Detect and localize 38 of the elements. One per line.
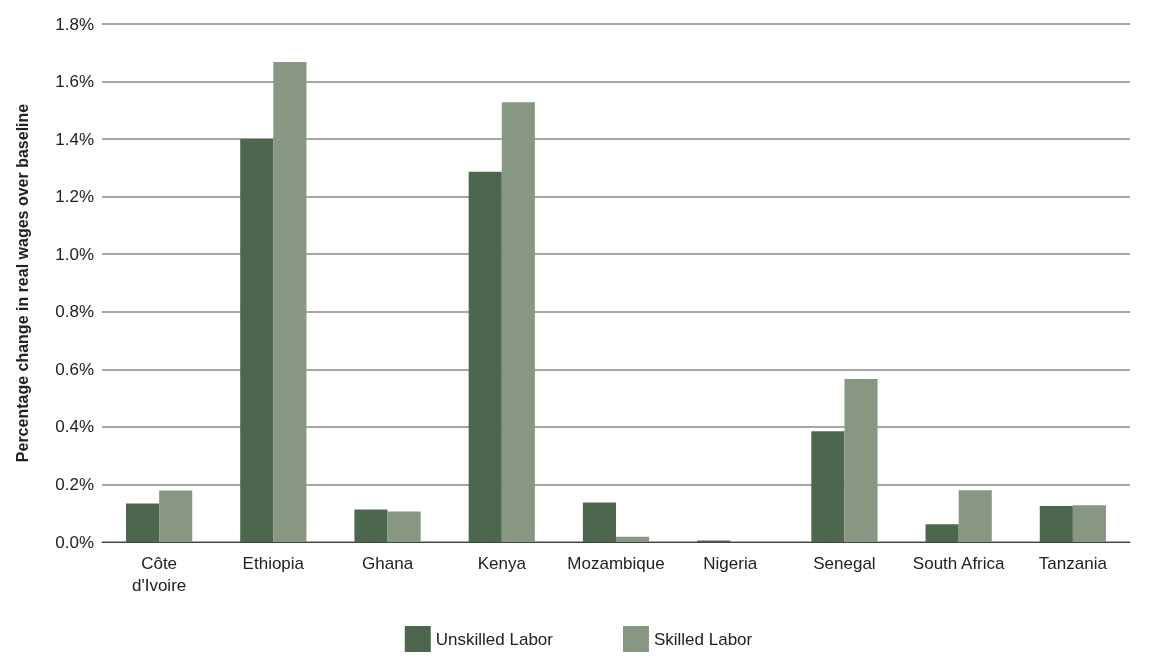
y-tick-label: 1.4% (55, 129, 94, 149)
y-tick-label: 1.2% (55, 187, 94, 207)
y-tick-label: 1.0% (55, 244, 94, 264)
x-tick-label: Côte d'Ivoire (131, 553, 187, 595)
bar (616, 536, 650, 542)
y-tick-label: 1.6% (55, 72, 94, 92)
y-axis-title: Percentage change in real wages over baseline (13, 103, 31, 463)
bar (240, 139, 274, 542)
x-tick-label: South Africa (912, 553, 1006, 573)
x-tick-label: Nigeria (703, 553, 758, 573)
y-tick-label: 0.8% (55, 302, 94, 322)
x-tick-label: Senegal (813, 553, 876, 573)
x-tick-label: Ethiopia (242, 553, 305, 573)
bar (501, 102, 535, 542)
bar (958, 490, 992, 542)
bar (387, 511, 421, 542)
bar (1072, 505, 1107, 542)
x-tick-label: Tanzania (1038, 553, 1108, 573)
bar (811, 431, 845, 542)
bar (273, 61, 307, 542)
legend-label: Unskilled Labor (435, 629, 554, 649)
y-tick-label: 0.0% (55, 532, 94, 552)
x-tick-label: Kenya (477, 553, 527, 573)
y-tick-label: 1.8% (55, 14, 94, 34)
bar (468, 171, 502, 542)
legend-label: Skilled Labor (653, 629, 753, 649)
bar (1039, 506, 1073, 542)
bar (925, 524, 959, 542)
bar (582, 502, 616, 542)
bar (844, 379, 878, 542)
y-tick-label: 0.6% (55, 359, 94, 379)
x-tick-label: Ghana (362, 553, 414, 573)
bar (159, 490, 193, 542)
y-tick-label: 0.2% (55, 474, 94, 494)
bar (125, 503, 160, 542)
y-tick-label: 0.4% (55, 417, 94, 437)
bar (354, 509, 388, 542)
x-tick-label: Mozambique (567, 553, 665, 573)
